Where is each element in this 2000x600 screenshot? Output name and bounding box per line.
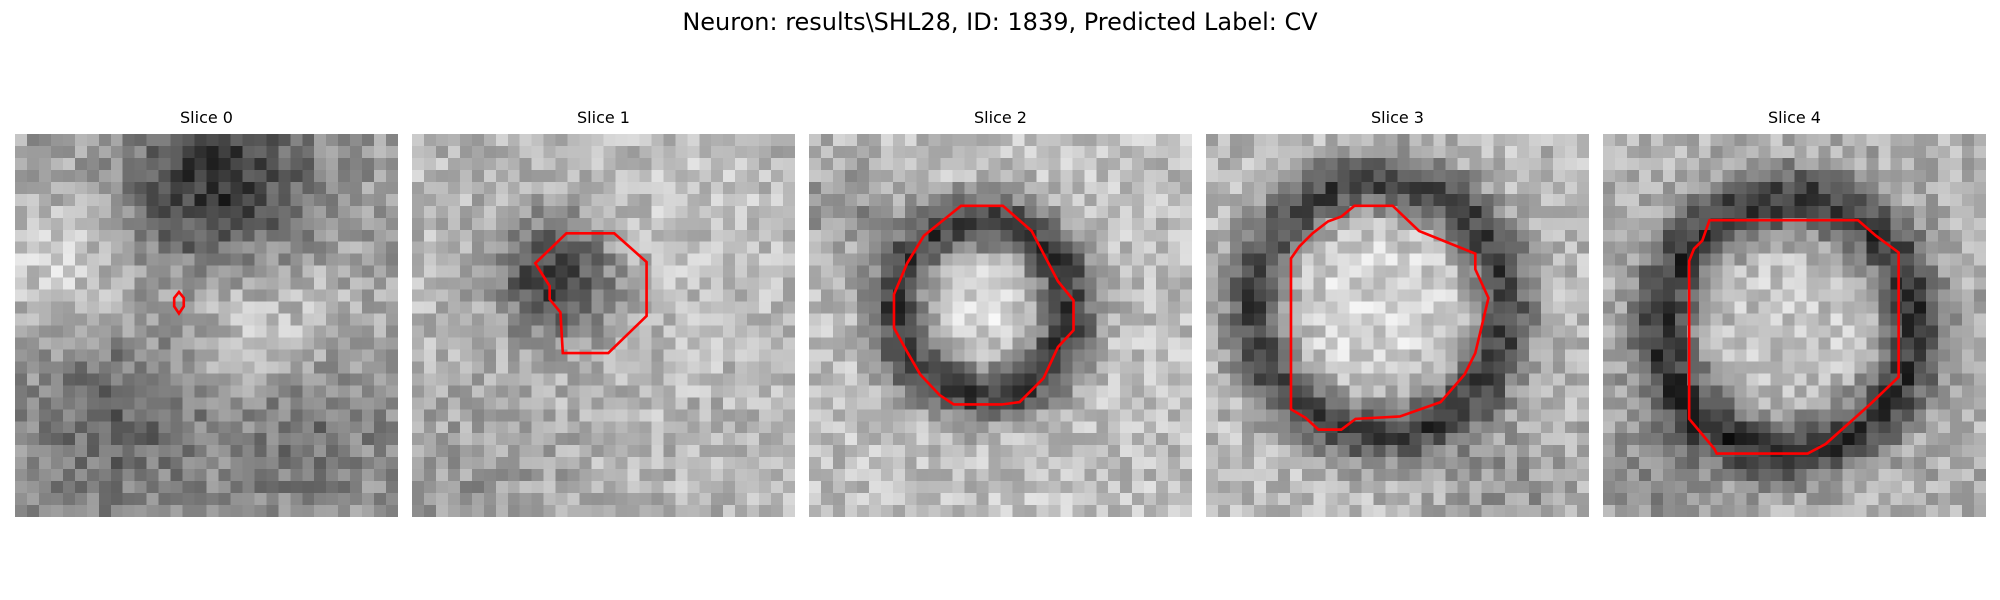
slice-title-3: Slice 3 bbox=[1371, 108, 1424, 127]
segmentation-contour-3 bbox=[1289, 204, 1490, 431]
slice-image-0 bbox=[15, 134, 398, 517]
slice-image-3 bbox=[1206, 134, 1589, 517]
slice-image-2 bbox=[809, 134, 1192, 517]
slice-title-0: Slice 0 bbox=[180, 108, 233, 127]
slice-pixels-3 bbox=[1206, 134, 1589, 517]
slice-pixels-2 bbox=[809, 134, 1192, 517]
slice-pixels-4 bbox=[1603, 134, 1986, 517]
segmentation-contour-2 bbox=[892, 204, 1075, 406]
slice-title-2: Slice 2 bbox=[974, 108, 1027, 127]
slice-image-4 bbox=[1603, 134, 1986, 517]
slice-title-1: Slice 1 bbox=[577, 108, 630, 127]
segmentation-contour-1 bbox=[533, 232, 648, 355]
slice-pixels-1 bbox=[412, 134, 795, 517]
segmentation-contour-4 bbox=[1687, 218, 1900, 455]
slice-title-4: Slice 4 bbox=[1768, 108, 1821, 127]
slice-pixels-0 bbox=[15, 134, 398, 517]
slice-image-1 bbox=[412, 134, 795, 517]
figure-title: Neuron: results\SHL28, ID: 1839, Predict… bbox=[682, 8, 1318, 36]
segmentation-contour-0 bbox=[172, 289, 186, 316]
